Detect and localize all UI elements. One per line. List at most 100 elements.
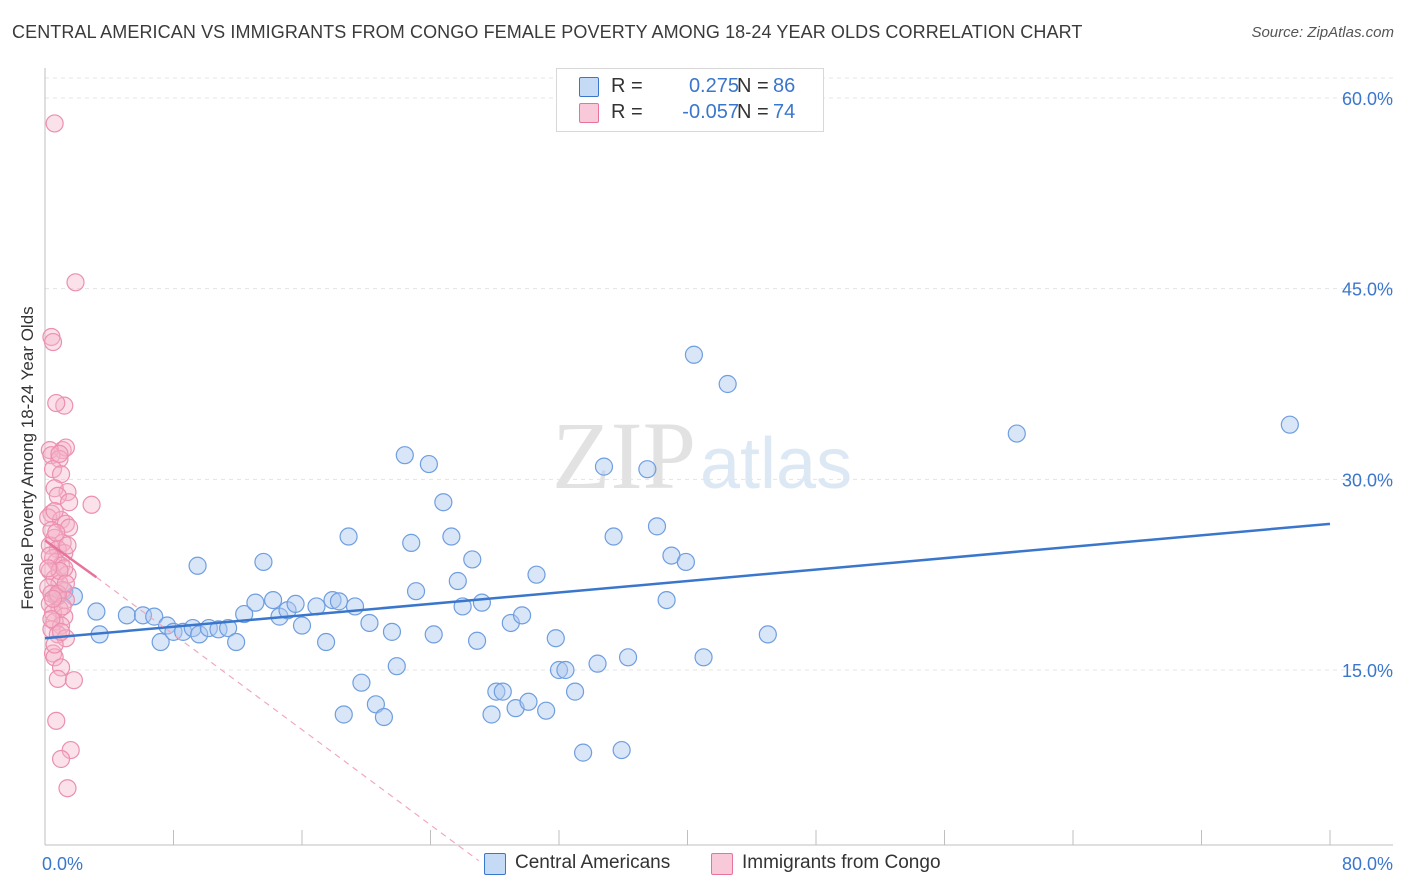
- trend-line-congo-extrapolated: [96, 576, 480, 862]
- gridlines: [45, 77, 1393, 671]
- point-central-americans: [618, 648, 638, 667]
- point-congo: [53, 597, 72, 616]
- point-congo: [45, 114, 64, 133]
- x-tick-label: 0.0%: [42, 854, 83, 874]
- legend-label: Immigrants from Congo: [742, 852, 941, 873]
- point-central-americans: [463, 550, 482, 569]
- point-central-americans: [145, 607, 164, 626]
- watermark-atlas: atlas: [700, 424, 853, 504]
- trend-lines: [44, 522, 1331, 862]
- x-tick-label: 80.0%: [1342, 854, 1393, 874]
- point-central-americans: [556, 660, 575, 680]
- point-central-americans: [209, 620, 228, 639]
- point-central-americans: [1280, 415, 1299, 434]
- point-central-americans: [374, 707, 394, 727]
- legend-swatch-blue: [484, 853, 506, 875]
- point-central-americans: [316, 632, 336, 652]
- y-tick-label: 30.0%: [1342, 470, 1393, 490]
- stats-legend: R = 0.275 N = 86 R = -0.057 N = 74: [556, 68, 824, 132]
- point-central-americans: [647, 517, 667, 536]
- point-central-americans: [487, 682, 506, 701]
- point-central-americans: [549, 660, 569, 680]
- point-congo: [43, 589, 63, 608]
- point-central-americans: [424, 625, 443, 644]
- point-central-americans: [227, 632, 246, 652]
- point-central-americans: [292, 616, 312, 635]
- point-congo: [51, 658, 71, 677]
- point-central-americans: [638, 460, 657, 479]
- point-congo: [56, 574, 75, 593]
- point-congo: [48, 486, 67, 505]
- point-central-americans: [472, 593, 491, 612]
- point-central-americans: [190, 625, 209, 644]
- legend-n-value: 74: [773, 101, 796, 123]
- point-central-americans: [352, 673, 371, 692]
- point-congo: [45, 648, 64, 667]
- point-congo: [50, 449, 69, 469]
- point-central-americans: [151, 632, 170, 652]
- point-central-americans: [382, 622, 402, 641]
- point-congo: [66, 273, 85, 292]
- point-central-americans: [694, 648, 713, 667]
- point-congo: [64, 671, 84, 690]
- point-central-americans: [235, 604, 254, 624]
- legend-n-value: 86: [773, 75, 796, 97]
- y-tick-label: 60.0%: [1342, 89, 1393, 109]
- point-central-americans: [657, 590, 676, 610]
- point-congo: [55, 559, 74, 578]
- point-central-americans: [594, 457, 614, 476]
- point-central-americans: [1007, 424, 1026, 443]
- point-congo: [47, 711, 66, 730]
- point-central-americans: [467, 631, 487, 650]
- point-central-americans: [604, 527, 623, 546]
- point-central-americans: [254, 552, 273, 572]
- y-tick-label: 45.0%: [1342, 280, 1393, 300]
- legend-swatch-pink: [711, 853, 733, 875]
- point-central-americans: [519, 692, 538, 711]
- point-central-americans: [188, 556, 207, 575]
- legend-swatch-pink: [579, 103, 599, 123]
- point-central-americans: [323, 590, 342, 610]
- legend-r-value: -0.057: [682, 101, 739, 123]
- point-central-americans: [718, 374, 737, 394]
- point-congo: [48, 669, 67, 688]
- point-central-americans: [334, 705, 353, 724]
- point-central-americans: [286, 594, 305, 614]
- legend-n-label: N =: [737, 101, 769, 123]
- legend-swatch-blue: [579, 77, 599, 97]
- point-central-americans: [493, 682, 512, 701]
- point-congo: [39, 559, 58, 578]
- point-central-americans: [360, 613, 379, 633]
- point-central-americans: [402, 533, 421, 552]
- point-central-americans: [758, 625, 777, 644]
- point-congo: [59, 493, 79, 512]
- point-central-americans: [684, 345, 704, 364]
- point-congo: [58, 536, 77, 555]
- point-central-americans: [588, 654, 607, 673]
- point-central-americans: [406, 582, 426, 601]
- axes: [44, 68, 1393, 846]
- legend-r-label: R =: [611, 101, 643, 123]
- point-central-americans: [395, 446, 414, 465]
- point-central-americans: [442, 527, 461, 546]
- legend-r-label: R =: [611, 75, 643, 97]
- point-central-americans: [329, 592, 349, 611]
- point-congo: [45, 502, 64, 521]
- point-central-americans: [263, 590, 283, 610]
- legend-r-value: 0.275: [688, 75, 739, 97]
- point-congo: [43, 332, 63, 352]
- point-congo: [42, 610, 61, 629]
- point-central-americans: [612, 740, 631, 760]
- point-congo: [58, 779, 77, 798]
- trend-line-central-americans: [44, 522, 1331, 640]
- point-central-americans: [546, 629, 565, 648]
- chart-title: CENTRAL AMERICAN VS IMMIGRANTS FROM CONG…: [12, 22, 1083, 42]
- y-axis-label: Female Poverty Among 18-24 Year Olds: [18, 306, 37, 609]
- point-congo: [47, 523, 66, 542]
- point-central-americans: [246, 593, 265, 612]
- point-central-americans: [117, 606, 137, 625]
- point-central-americans: [527, 565, 546, 584]
- point-congo: [50, 444, 69, 464]
- point-congo: [82, 495, 101, 514]
